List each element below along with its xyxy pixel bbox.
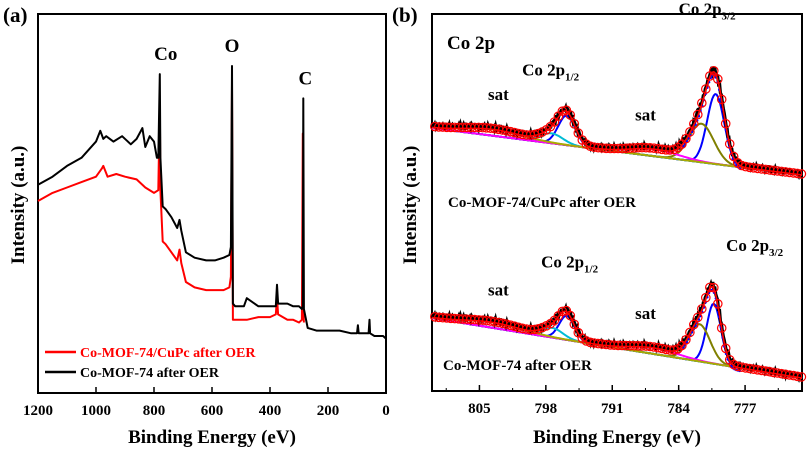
series-line-comof bbox=[37, 65, 387, 340]
peak-label-comof-0: sat bbox=[488, 280, 509, 299]
panel-a-y-axis-label: Intensity (a.u.) bbox=[8, 146, 29, 265]
panel-b-x-axis-label: Binding Energy (eV) bbox=[533, 427, 701, 448]
panel-b-series-group bbox=[429, 66, 807, 383]
panel-a-frame bbox=[37, 13, 387, 394]
data-point-marker bbox=[696, 304, 707, 314]
data-point-marker bbox=[565, 110, 576, 120]
data-point-marker bbox=[688, 319, 699, 330]
x-tick-label: 1200 bbox=[23, 403, 53, 419]
data-point-marker bbox=[565, 310, 576, 321]
x-tick-label: 800 bbox=[143, 403, 166, 419]
panel-b-x-ticks: 805 798 791 784 777 bbox=[445, 385, 779, 417]
x-tick-label: 777 bbox=[734, 401, 757, 417]
experimental-line-cupc bbox=[430, 66, 803, 181]
panel-a-x-axis-label: Binding Energy (eV) bbox=[128, 427, 296, 448]
peak-label-text: Co 2p bbox=[679, 0, 722, 19]
data-point-marker bbox=[681, 334, 691, 345]
circle-markers-cupc bbox=[429, 66, 807, 179]
data-point-marker bbox=[692, 109, 703, 120]
panel-b-title: Co 2p bbox=[447, 33, 495, 54]
peak-label-cupc-1: Co 2p1/2 bbox=[522, 61, 580, 84]
peak-label-subscript: 1/2 bbox=[584, 263, 599, 275]
curve-label-cupc: Co-MOF-74/CuPc after OER bbox=[448, 195, 636, 211]
data-point-marker bbox=[696, 98, 707, 108]
series-line-cupc bbox=[37, 83, 305, 324]
panel-a-survey-spectrum: (a) 1200 1000 800 600 400 200 0 Co O C Co-MOF-… bbox=[3, 3, 390, 448]
legend-label-comof: Co-MOF-74 after OER bbox=[80, 366, 220, 381]
experimental-line-comof bbox=[430, 278, 803, 383]
peak-label-subscript: 1/2 bbox=[565, 72, 580, 84]
data-point-marker bbox=[569, 319, 580, 330]
x-tick-label: 1000 bbox=[81, 403, 111, 419]
peak-label-text: Co 2p bbox=[522, 61, 565, 80]
data-point-marker bbox=[688, 119, 699, 129]
data-point-marker bbox=[573, 128, 584, 138]
dotted-marker bbox=[682, 144, 685, 148]
x-tick-label: 791 bbox=[601, 401, 624, 417]
peak-label-subscript: 3/2 bbox=[769, 247, 784, 259]
x-tick-label: 200 bbox=[317, 403, 340, 419]
peak-label-comof-2: sat bbox=[635, 304, 656, 323]
data-point-marker bbox=[700, 84, 711, 94]
fit-envelope-cupc bbox=[431, 70, 803, 176]
data-point-marker bbox=[692, 312, 703, 323]
data-point-marker bbox=[720, 343, 731, 354]
data-point-marker bbox=[708, 66, 719, 76]
panel-a-series-group bbox=[37, 65, 387, 340]
legend-label-cupc: Co-MOF-74/CuPc after OER bbox=[80, 346, 256, 361]
peak-label-text: sat bbox=[488, 280, 509, 299]
panel-a-x-ticks: 1200 1000 800 600 400 200 0 bbox=[23, 387, 390, 419]
peak-label-text: Co 2p bbox=[726, 236, 769, 255]
peak-label-subscript: 3/2 bbox=[722, 11, 737, 23]
peak-label-comof-3: Co 2p3/2 bbox=[726, 236, 784, 259]
x-tick-label: 784 bbox=[667, 401, 690, 417]
peak-label-text: sat bbox=[635, 106, 656, 125]
peak-label-text: sat bbox=[488, 85, 509, 104]
dotted-marker bbox=[682, 346, 685, 349]
x-tick-label: 400 bbox=[259, 403, 282, 419]
peak-label-cupc-0: sat bbox=[488, 85, 509, 104]
data-point-marker bbox=[700, 292, 711, 303]
peak-label-comof-1: Co 2p1/2 bbox=[541, 252, 599, 275]
data-point-marker bbox=[704, 282, 715, 293]
peak-label-co: Co bbox=[154, 44, 177, 65]
data-point-marker bbox=[685, 327, 695, 338]
panel-a-label: (a) bbox=[3, 3, 28, 27]
peak-label-cupc-2: sat bbox=[635, 106, 656, 125]
data-point-marker bbox=[685, 127, 695, 137]
x-tick-label: 600 bbox=[201, 403, 224, 419]
peak-label-o: O bbox=[225, 36, 240, 57]
panel-b-y-axis-label: Intensity (a.u.) bbox=[400, 146, 421, 265]
curve-label-comof: Co-MOF-74 after OER bbox=[443, 358, 592, 374]
x-tick-label: 805 bbox=[468, 401, 491, 417]
x-tick-label: 0 bbox=[382, 403, 390, 419]
panel-b-label: (b) bbox=[392, 3, 418, 27]
peak-label-cupc-3: Co 2p3/2 bbox=[679, 0, 737, 23]
data-point-marker bbox=[569, 119, 580, 129]
x-tick-label: 798 bbox=[535, 401, 558, 417]
peak-label-text: Co 2p bbox=[541, 252, 584, 271]
peak-label-c: C bbox=[298, 68, 312, 89]
peak-label-text: sat bbox=[635, 304, 656, 323]
panel-b-frame bbox=[431, 13, 803, 392]
fit-envelope-comof bbox=[431, 285, 803, 379]
